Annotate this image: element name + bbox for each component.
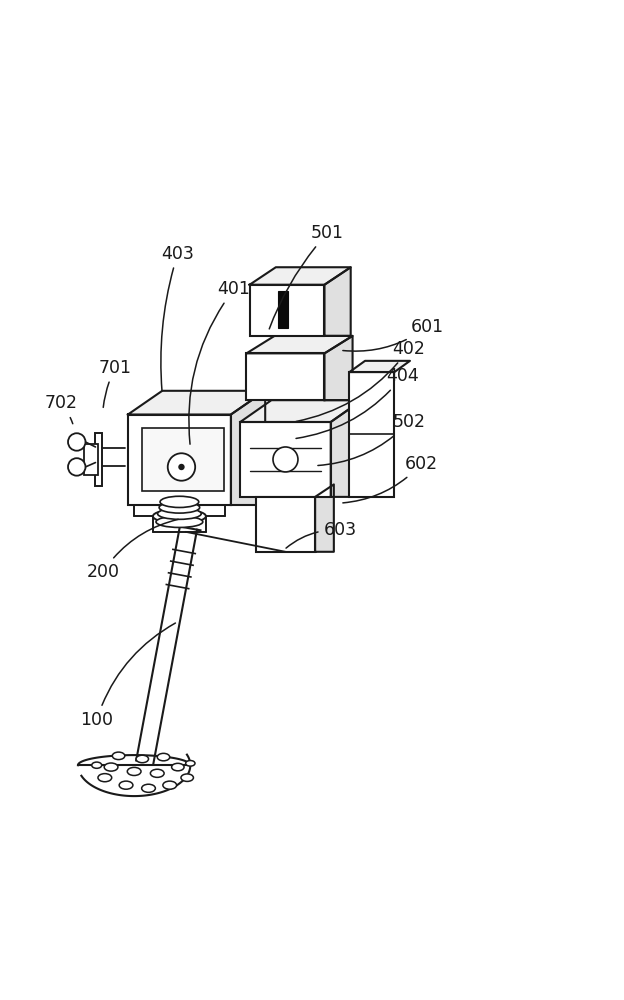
- Text: 501: 501: [270, 224, 344, 329]
- Text: 603: 603: [286, 521, 357, 548]
- Circle shape: [68, 433, 85, 451]
- Polygon shape: [315, 484, 334, 552]
- Ellipse shape: [181, 774, 193, 781]
- Bar: [142, 428, 224, 491]
- Polygon shape: [246, 336, 353, 353]
- Ellipse shape: [163, 781, 177, 789]
- Ellipse shape: [127, 767, 141, 775]
- Circle shape: [179, 464, 184, 469]
- Polygon shape: [324, 267, 351, 336]
- Bar: [246, 353, 324, 400]
- Ellipse shape: [186, 761, 195, 766]
- Ellipse shape: [136, 755, 149, 763]
- Circle shape: [168, 453, 195, 481]
- Text: 100: 100: [80, 623, 175, 729]
- Polygon shape: [240, 400, 362, 422]
- Polygon shape: [250, 267, 351, 285]
- Polygon shape: [231, 391, 265, 505]
- Polygon shape: [324, 336, 353, 400]
- Ellipse shape: [98, 774, 112, 782]
- Ellipse shape: [172, 763, 184, 771]
- Text: 404: 404: [296, 367, 419, 438]
- Bar: [240, 422, 331, 497]
- Ellipse shape: [119, 781, 133, 789]
- Text: 502: 502: [318, 413, 425, 465]
- Polygon shape: [128, 391, 265, 415]
- Text: 403: 403: [161, 245, 194, 391]
- Bar: [349, 372, 394, 497]
- Ellipse shape: [157, 753, 170, 761]
- Bar: [128, 415, 231, 505]
- Text: 601: 601: [343, 318, 444, 351]
- Circle shape: [68, 458, 85, 476]
- Ellipse shape: [104, 763, 118, 771]
- Bar: [95, 433, 102, 486]
- Bar: [250, 285, 324, 336]
- Ellipse shape: [112, 752, 125, 760]
- Polygon shape: [331, 400, 362, 497]
- Ellipse shape: [142, 784, 155, 792]
- Text: 402: 402: [296, 340, 425, 421]
- Ellipse shape: [159, 502, 200, 513]
- Text: 702: 702: [45, 394, 77, 424]
- Text: 602: 602: [343, 455, 438, 503]
- Ellipse shape: [160, 496, 198, 507]
- Bar: [84, 444, 98, 475]
- Polygon shape: [349, 361, 410, 372]
- Bar: [278, 291, 288, 328]
- Ellipse shape: [92, 762, 102, 768]
- Circle shape: [273, 447, 298, 472]
- Ellipse shape: [150, 769, 164, 777]
- Ellipse shape: [153, 509, 206, 523]
- Ellipse shape: [157, 508, 201, 519]
- Text: 701: 701: [99, 359, 132, 407]
- Text: 200: 200: [87, 519, 178, 581]
- Text: 401: 401: [189, 280, 250, 444]
- Bar: [256, 497, 315, 552]
- Ellipse shape: [156, 516, 203, 527]
